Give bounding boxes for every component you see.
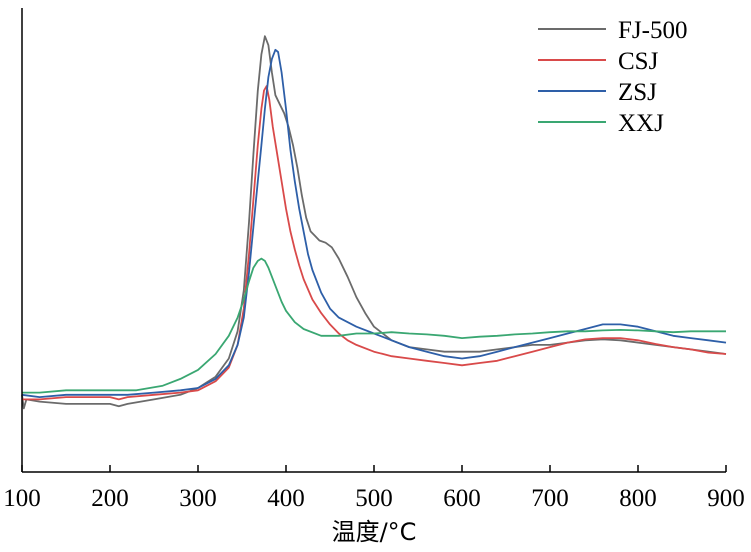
x-tick-label: 900 xyxy=(707,485,745,512)
x-tick-label: 100 xyxy=(3,485,41,512)
legend-label-csj: CSJ xyxy=(618,48,659,75)
x-axis-title: 温度/°C xyxy=(332,518,417,546)
legend-label-xxj: XXJ xyxy=(618,110,664,137)
plot-lines xyxy=(21,35,727,410)
x-tick-label: 300 xyxy=(179,485,217,512)
x-tick-label: 400 xyxy=(267,485,305,512)
legend-label-zsj: ZSJ xyxy=(618,79,657,106)
series-line-csj xyxy=(22,85,727,401)
x-tick-label: 200 xyxy=(91,485,129,512)
x-tick-label: 500 xyxy=(355,485,393,512)
series-line-zsj xyxy=(21,48,727,398)
x-axis-ticks: 100 200 300 400 500 600 700 800 900 xyxy=(3,465,745,512)
series-line-xxj xyxy=(22,257,726,394)
legend-label-fj-500: FJ-500 xyxy=(618,17,687,44)
legend: FJ-500 CSJ ZSJ XXJ xyxy=(538,17,687,137)
axes xyxy=(21,8,726,473)
x-tick-label: 700 xyxy=(531,485,569,512)
x-tick-label: 800 xyxy=(619,485,657,512)
x-tick-label: 600 xyxy=(443,485,481,512)
